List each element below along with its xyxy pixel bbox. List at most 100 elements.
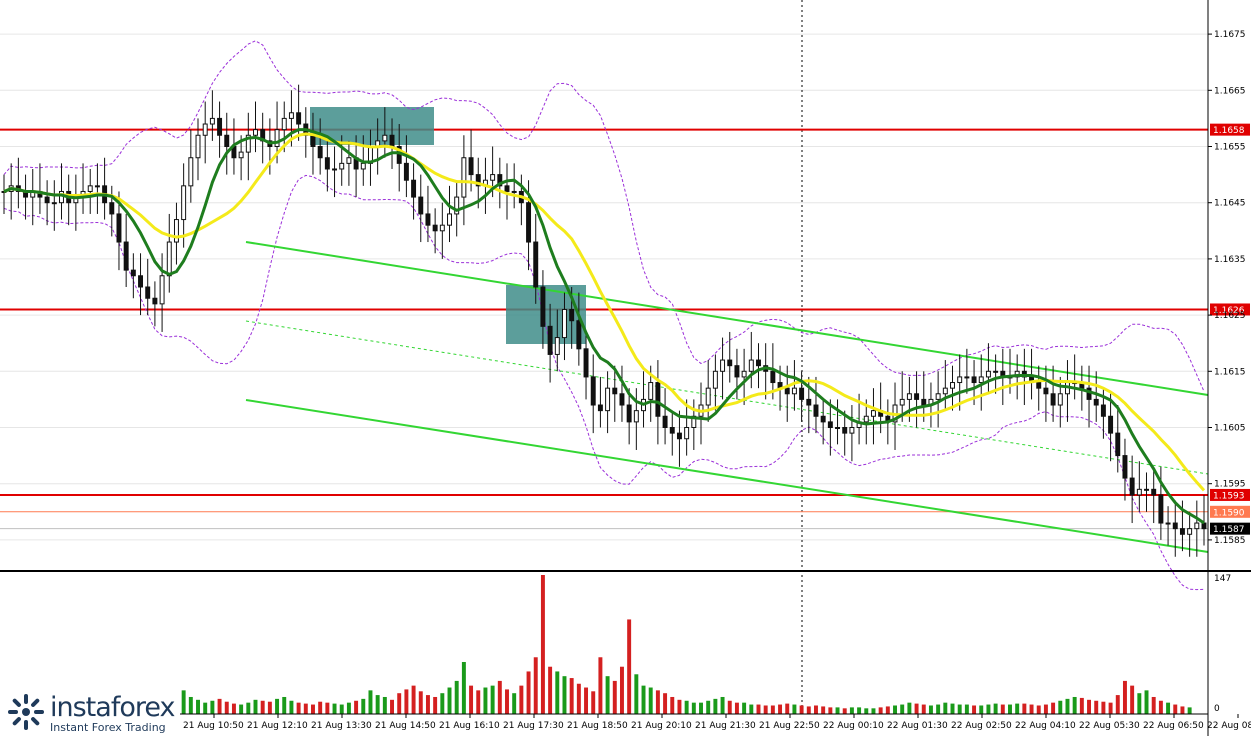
candle-body [935, 393, 941, 400]
candle-body [152, 297, 158, 305]
volume-bar [749, 704, 754, 714]
volume-bar [217, 698, 222, 714]
volume-bar [699, 702, 703, 714]
candle-body [51, 202, 57, 205]
volume-bar [885, 706, 890, 714]
volume-bar [655, 690, 660, 714]
candle-body [1187, 528, 1193, 535]
candle-body [490, 174, 496, 181]
volume-panel [2, 575, 1192, 714]
candle-body [1194, 522, 1200, 530]
price-tick-label: 1.1625 [1214, 311, 1246, 321]
volume-bar [842, 708, 847, 714]
volume-bar [806, 706, 811, 714]
candle-body [109, 202, 115, 215]
volume-bar [332, 703, 337, 714]
candle-body [540, 286, 546, 327]
candle-body [1179, 528, 1185, 535]
volume-bar [1158, 700, 1163, 714]
volume-bar [576, 683, 581, 714]
volume-bar [390, 699, 394, 714]
candle-body [209, 117, 215, 125]
candle-body [748, 359, 754, 372]
volume-bar [339, 704, 344, 714]
candle-body [202, 123, 208, 136]
volume-bar [188, 696, 193, 714]
candle-body [138, 275, 144, 288]
candle-body [281, 117, 287, 131]
volume-bar [900, 704, 905, 714]
candle-body [827, 421, 833, 429]
price-tick-label: 1.1605 [1214, 424, 1246, 434]
candle-body [583, 348, 589, 378]
candle-body [1151, 488, 1157, 496]
volume-bar [814, 705, 818, 714]
candle-body [648, 382, 654, 400]
candle-body [669, 427, 675, 434]
candle-body [116, 213, 122, 243]
candle-body [626, 404, 632, 423]
candle-body [590, 376, 596, 406]
volume-bar [282, 696, 287, 714]
volume-bar [1137, 693, 1142, 714]
candle-body [1144, 488, 1149, 491]
candle-body [1057, 393, 1063, 406]
volume-bar [634, 674, 639, 714]
candle-body [597, 404, 603, 412]
candle-body [123, 241, 129, 271]
volume-bar [505, 689, 509, 714]
volume-bar [1122, 680, 1127, 714]
volume-bar [239, 704, 244, 714]
candle-body [159, 275, 165, 305]
volume-bar [1144, 690, 1149, 714]
candle-body [676, 432, 682, 440]
volume-bar [821, 706, 826, 714]
candle-body [914, 393, 920, 400]
volume-bar [526, 671, 531, 714]
candle-body [403, 162, 409, 181]
volume-bar [921, 704, 926, 714]
candle-body [756, 359, 761, 367]
volume-bar [476, 690, 481, 714]
volume-bar [605, 676, 610, 714]
candle-body [44, 196, 50, 204]
candle-body [166, 241, 172, 277]
candle-body [547, 325, 553, 355]
candle-body [1165, 522, 1171, 525]
volume-bar [404, 689, 409, 714]
candle-body [964, 376, 970, 379]
candle-body [468, 157, 474, 176]
brand-name: instaforex [50, 692, 175, 723]
candle-body [1172, 522, 1178, 530]
candle-body [619, 393, 625, 406]
candle-body [562, 308, 567, 339]
candle-body [324, 157, 330, 170]
candle-body [985, 370, 991, 378]
volume-bar [1022, 703, 1027, 714]
volume-bar [318, 701, 323, 714]
volume-bar [756, 704, 761, 714]
candle-body [849, 427, 855, 434]
volume-min-label: 0 [1214, 704, 1220, 714]
volume-bar [1065, 698, 1070, 714]
candle-body [727, 359, 733, 367]
candle-body [245, 134, 251, 153]
time-tick-label: 21 Aug 16:10 [439, 721, 500, 731]
volume-bar [943, 702, 948, 714]
channel-lower [245, 399, 1209, 553]
candle-body [195, 134, 201, 159]
volume-bar [1101, 701, 1106, 714]
candle-body [863, 415, 869, 423]
time-tick-label: 22 Aug 02:50 [951, 721, 1012, 731]
price-tick-label: 1.1585 [1214, 536, 1246, 546]
candle-body [576, 320, 582, 350]
price-tick-label: 1.1675 [1214, 30, 1246, 40]
candle-body [799, 387, 805, 400]
candle-body [741, 370, 747, 378]
candle-body [188, 157, 194, 187]
candle-body [432, 224, 438, 232]
volume-bar [483, 687, 488, 714]
volume-bar [1187, 707, 1192, 714]
bollinger-lower [3, 174, 1205, 591]
